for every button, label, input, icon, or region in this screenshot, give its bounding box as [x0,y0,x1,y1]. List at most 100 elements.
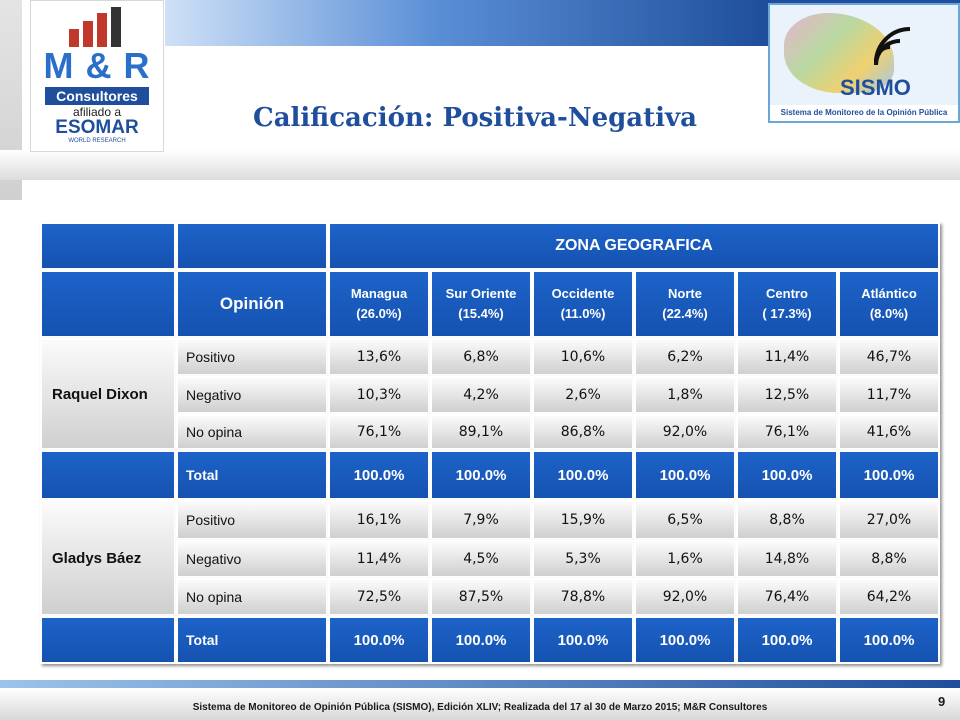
table-cell: 46,7% [838,338,940,376]
signal-waves-icon [874,27,911,66]
table-cell: 87,5% [430,578,532,616]
total-cell: 100.0% [430,450,532,500]
header-gray-band [0,150,960,180]
zone-header: Managua (26.0%) [328,270,430,338]
logo-esomar: ESOMAR [55,117,139,138]
sismo-brand: SISMO [840,75,911,100]
table-cell: 6,5% [634,500,736,540]
table-cell: 86,8% [532,414,634,450]
bar-chart-icon [69,7,129,47]
zone-header: Sur Oriente (15.4%) [430,270,532,338]
total-cell: 100.0% [634,616,736,664]
total-cell: 100.0% [838,616,940,664]
total-label: Total [176,450,328,500]
footer-bar [0,688,960,720]
logo-consultores: Consultores [45,87,149,105]
zone-name: Occidente [551,286,615,301]
row-label: No opina [176,414,328,450]
total-cell: 100.0% [838,450,940,500]
row-label: Positivo [176,338,328,376]
person-label: Raquel Dixon [40,338,176,450]
table-cell: 76,1% [328,414,430,450]
table-cell: 11,4% [328,540,430,578]
zone-pct: ( 17.3%) [762,306,812,321]
zone-header: Atlántico (8.0%) [838,270,940,338]
zone-pct: (26.0%) [356,306,402,321]
table-cell: 14,8% [736,540,838,578]
zone-name: Norte [668,286,702,301]
table-cell: 16,1% [328,500,430,540]
total-cell: 100.0% [532,616,634,664]
mr-consultores-logo: M & R Consultores afiliado a ESOMAR WORL… [30,0,164,152]
table-cell: 10,3% [328,376,430,414]
total-cell: 100.0% [328,616,430,664]
table-cell: 13,6% [328,338,430,376]
header-blank-cell [40,270,176,338]
total-cell: 100.0% [532,450,634,500]
zone-pct: (22.4%) [662,306,708,321]
table-cell: 92,0% [634,414,736,450]
logo-brand: M & R [43,45,151,86]
row-label: Negativo [176,540,328,578]
table-cell: 12,5% [736,376,838,414]
header-blank-cell [40,222,176,270]
row-label: Positivo [176,500,328,540]
table-cell: 27,0% [838,500,940,540]
zone-name: Centro [766,286,808,301]
total-blank-cell [40,616,176,664]
table-cell: 5,3% [532,540,634,578]
opinion-table: ZONA GEOGRAFICA Opinión Managua (26.0%) S… [40,222,940,666]
total-cell: 100.0% [736,450,838,500]
zone-header: Occidente (11.0%) [532,270,634,338]
table-cell: 92,0% [634,578,736,616]
table-cell: 4,2% [430,376,532,414]
table-cell: 11,7% [838,376,940,414]
zone-pct: (8.0%) [869,306,909,321]
zone-header: Centro ( 17.3%) [736,270,838,338]
header-blue-band [165,0,765,46]
table-cell: 6,8% [430,338,532,376]
table-cell: 7,9% [430,500,532,540]
zone-pct: (15.4%) [458,306,504,321]
page-title: Calificación: Positiva-Negativa [253,103,697,133]
logo-afiliado: afiliado a [72,105,122,119]
table-cell: 76,4% [736,578,838,616]
person-label: Gladys Báez [40,500,176,616]
table-cell: 41,6% [838,414,940,450]
zone-name: Sur Oriente [445,286,517,301]
opinion-header: Opinión [176,270,328,338]
row-label: No opina [176,578,328,616]
row-label: Negativo [176,376,328,414]
zone-pct: (11.0%) [560,306,606,321]
total-cell: 100.0% [430,616,532,664]
table-cell: 78,8% [532,578,634,616]
zone-name: Managua [350,286,408,301]
footer-blue-line [0,680,960,688]
table-cell: 1,8% [634,376,736,414]
sismo-subtitle: Sistema de Monitoreo de la Opinión Públi… [770,105,958,121]
table-cell: 6,2% [634,338,736,376]
page-number: 9 [938,694,946,709]
zone-group-header: ZONA GEOGRAFICA [328,222,940,270]
table-cell: 64,2% [838,578,940,616]
total-cell: 100.0% [328,450,430,500]
table-cell: 2,6% [532,376,634,414]
table-cell: 15,9% [532,500,634,540]
table-cell: 11,4% [736,338,838,376]
table-cell: 10,6% [532,338,634,376]
table-cell: 89,1% [430,414,532,450]
logo-world-research: WORLD RESEARCH [68,138,126,144]
footer-text: Sistema de Monitoreo de Opinión Pública … [192,702,768,713]
total-label: Total [176,616,328,664]
table-cell: 72,5% [328,578,430,616]
sismo-logo: SISMO Sistema de Monitoreo de la Opinión… [768,3,960,123]
table-cell: 8,8% [838,540,940,578]
zone-name: Atlántico [861,286,917,301]
total-blank-cell [40,450,176,500]
total-cell: 100.0% [634,450,736,500]
table-cell: 76,1% [736,414,838,450]
total-cell: 100.0% [736,616,838,664]
table-cell: 8,8% [736,500,838,540]
table-cell: 4,5% [430,540,532,578]
zone-header: Norte (22.4%) [634,270,736,338]
